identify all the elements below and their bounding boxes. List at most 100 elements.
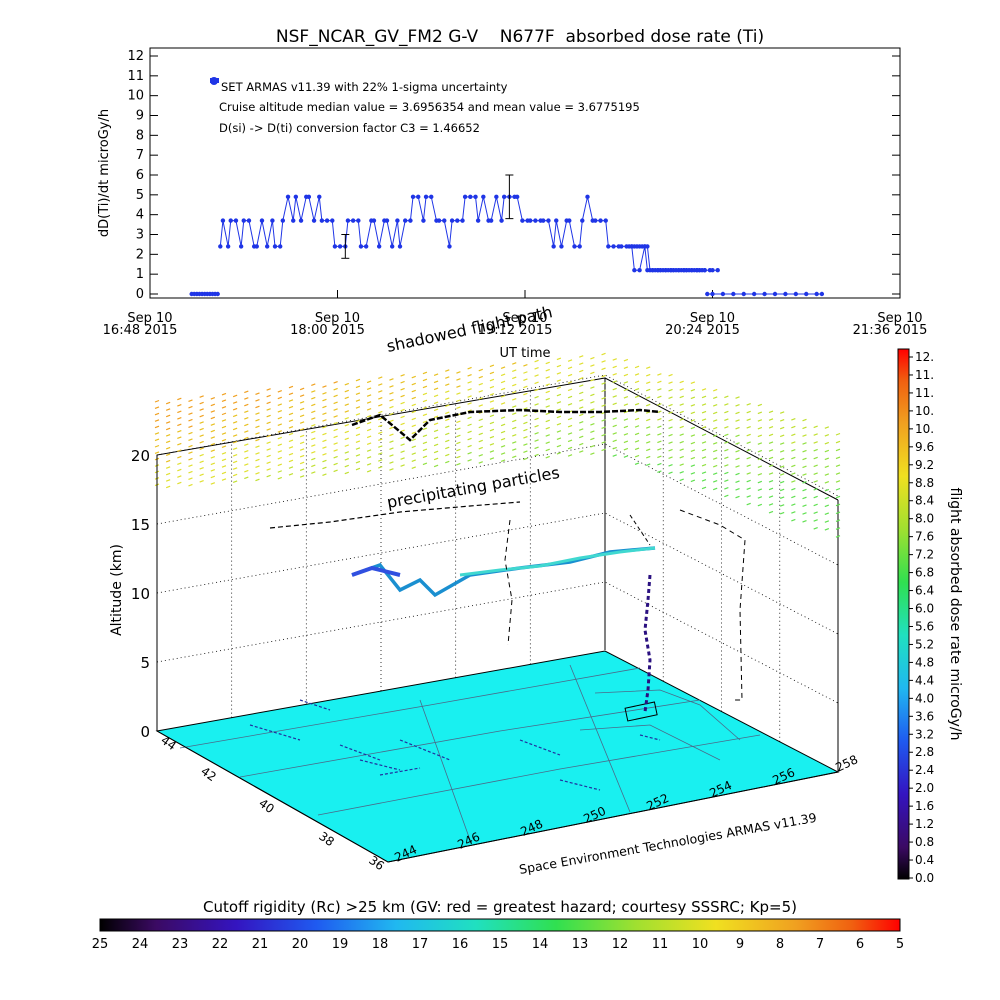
particle-streak	[232, 473, 238, 477]
particle-streak	[768, 410, 774, 414]
data-point	[363, 244, 369, 249]
data-point	[220, 218, 226, 223]
particle-streak	[322, 459, 327, 463]
particle-streak	[779, 449, 785, 453]
particle-streak	[590, 393, 595, 397]
particle-streak	[579, 442, 584, 446]
particle-streak	[712, 472, 718, 476]
particle-streak	[411, 445, 416, 449]
particle-streak	[355, 426, 361, 430]
particle-streak	[255, 465, 260, 468]
particle-streak	[244, 443, 249, 447]
data-point	[423, 194, 429, 200]
particle-streak	[724, 395, 729, 399]
particle-streak	[534, 417, 539, 421]
dose-tick-label: 9.6	[915, 440, 934, 454]
particle-streak	[288, 426, 294, 429]
particle-streak	[556, 408, 562, 411]
particle-streak	[489, 450, 495, 453]
particle-streak	[288, 472, 294, 476]
particle-streak	[701, 395, 707, 399]
particle-streak	[422, 434, 428, 438]
particle-streak	[177, 468, 182, 472]
particle-streak	[277, 430, 283, 433]
particle-streak	[757, 488, 763, 492]
particle-streak	[500, 366, 506, 369]
particle-streak	[779, 488, 785, 492]
dose-tick-label: 6.0	[915, 602, 934, 616]
particle-streak	[567, 395, 573, 399]
particle-streak	[679, 403, 684, 406]
particle-streak	[422, 462, 428, 466]
dose-tick-label: 1.2	[915, 817, 934, 831]
particle-streak	[690, 381, 696, 384]
particle-streak	[746, 487, 751, 491]
particle-streak	[701, 471, 707, 475]
particle-streak	[288, 459, 294, 463]
particle-streak	[746, 502, 751, 506]
particle-streak	[579, 362, 584, 366]
particle-streak	[679, 455, 684, 459]
particle-streak	[188, 477, 193, 481]
particle-streak	[322, 398, 327, 402]
dose-rate-timeseries-chart: NSF_NCAR_GV_FM2 G-V N677F absorbed dose …	[97, 27, 927, 361]
y-tick-label: 0	[136, 287, 144, 302]
particle-streak	[165, 459, 171, 463]
particle-streak	[668, 381, 673, 385]
dose-tick-label: 7.6	[915, 530, 934, 544]
rigidity-colorbar: Cutoff rigidity (Rc) >25 km (GV: red = g…	[92, 898, 904, 952]
particle-streak	[389, 378, 394, 381]
particle-streak	[779, 465, 785, 469]
particle-streak	[489, 364, 495, 368]
particle-streak	[712, 419, 718, 422]
particle-streak	[657, 418, 662, 421]
particle-streak	[400, 464, 405, 467]
particle-streak	[824, 512, 830, 515]
data-point	[572, 244, 577, 249]
particle-streak	[757, 496, 763, 499]
particle-streak	[210, 416, 216, 420]
particle-streak	[199, 395, 204, 398]
particle-streak	[199, 414, 204, 418]
x-axis-label: UT time	[500, 346, 551, 361]
dose-tick-label: 6.4	[915, 584, 934, 598]
particle-streak	[467, 444, 472, 448]
particle-streak	[422, 392, 428, 396]
rigidity-tick-label: 20	[292, 937, 309, 952]
particle-streak	[534, 424, 539, 428]
particle-streak	[523, 428, 528, 432]
particle-streak	[701, 388, 707, 391]
particle-streak	[601, 433, 606, 437]
data-point	[559, 244, 564, 249]
particle-streak	[634, 380, 640, 384]
particle-streak	[768, 449, 774, 452]
particle-streak	[712, 487, 718, 491]
flight-track-colored	[351, 565, 401, 577]
data-point	[254, 244, 259, 249]
particle-streak	[657, 380, 662, 384]
particle-streak	[266, 401, 271, 405]
particle-streak	[523, 371, 528, 374]
particle-streak	[579, 355, 584, 358]
particle-streak	[657, 388, 662, 391]
particle-streak	[590, 408, 595, 411]
y-tick-label: 11	[127, 69, 144, 84]
particle-streak	[456, 406, 461, 409]
particle-streak	[232, 414, 238, 418]
particle-streak	[288, 466, 294, 469]
particle-streak	[779, 418, 785, 422]
particle-streak	[590, 364, 595, 367]
particle-streak	[378, 438, 383, 442]
dose-colorbar-ticks: 12. 11. 11. 10. 10. 9.6 9.2 8.8 8.4 8.0 7.6 7.2 6.8 6…	[909, 350, 934, 885]
particle-streak	[266, 408, 271, 411]
particle-streak	[567, 439, 573, 443]
particle-streak	[500, 430, 506, 434]
data-point	[603, 218, 608, 223]
particle-streak	[255, 445, 260, 449]
particle-streak	[389, 454, 394, 457]
particle-streak	[378, 445, 383, 448]
particle-streak	[378, 397, 383, 400]
particle-streak	[634, 365, 640, 369]
